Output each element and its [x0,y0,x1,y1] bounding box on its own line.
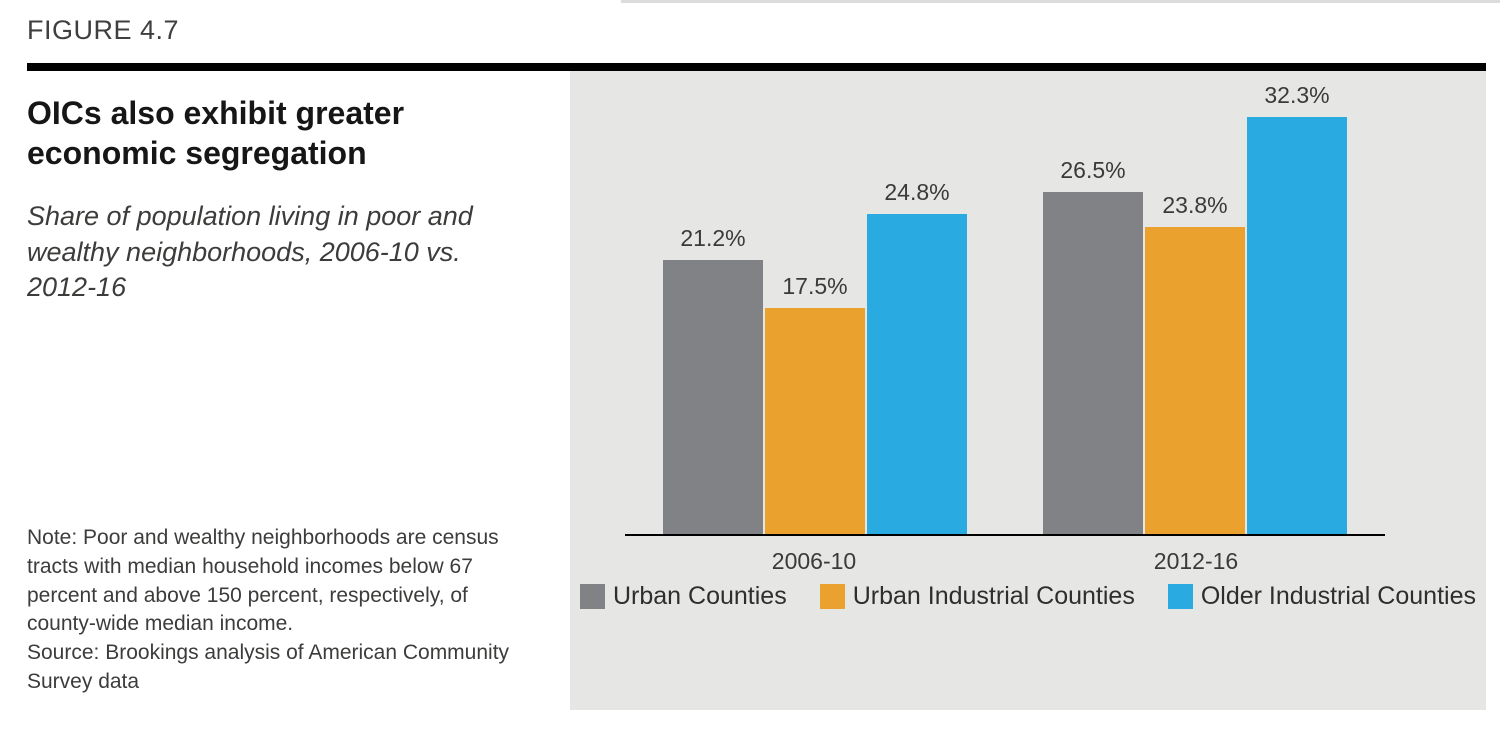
legend-item: Urban Industrial Counties [819,582,1135,611]
bar-value-label: 21.2% [680,225,746,251]
bar-wrap: 26.5% [1043,157,1143,534]
bar-wrap: 32.3% [1247,82,1347,534]
bar [663,260,763,534]
legend-item: Older Industrial Counties [1167,582,1476,611]
legend-item: Urban Counties [580,582,787,611]
bar [867,214,967,534]
bar-group: 21.2% 17.5% 24.8% [663,179,967,534]
legend-label: Urban Industrial Counties [852,582,1135,610]
bar-wrap: 17.5% [765,273,865,534]
plot-area: 21.2% 17.5% 24.8% 26.5% 23.8% 32.3% [625,71,1385,536]
bar-value-label: 32.3% [1264,82,1330,108]
bar [1145,227,1245,534]
chart-subtitle: Share of population living in poor and w… [27,201,473,303]
tick-row: 2006-10 2012-16 [625,548,1385,575]
legend-label: Older Industrial Counties [1200,582,1476,610]
bar [1043,192,1143,534]
bar-group: 26.5% 23.8% 32.3% [1043,82,1347,534]
bar-value-label: 23.8% [1162,192,1228,218]
bar-wrap: 23.8% [1145,192,1245,534]
bar-value-label: 24.8% [884,179,950,205]
footnote: Note: Poor and wealthy neighborhoods are… [27,524,532,697]
bar-value-label: 26.5% [1060,157,1126,183]
bar-value-label: 17.5% [782,273,848,299]
figure-label: FIGURE 4.7 [27,15,180,45]
legend-swatch [819,584,845,609]
bar-wrap: 24.8% [867,179,967,534]
page-top-divider [621,0,1500,3]
bar-wrap: 21.2% [663,225,763,534]
category-label: 2012-16 [1153,548,1239,574]
legend-label: Urban Counties [613,582,787,610]
legend-swatch [580,584,605,609]
chart-panel: 21.2% 17.5% 24.8% 26.5% 23.8% 32.3% 2006-10 20… [570,71,1486,710]
bar [765,308,865,534]
legend: Urban Counties Urban Industrial Counties O… [580,582,1476,611]
legend-swatch [1167,584,1193,609]
title-rule [27,63,1486,71]
chart-title: OICs also exhibit greater economic segre… [27,95,405,171]
note-text: Note: Poor and wealthy neighborhoods are… [27,526,499,636]
bar [1247,117,1347,534]
source-text: Source: Brookings analysis of American C… [27,641,510,693]
category-label: 2006-10 [771,548,857,574]
